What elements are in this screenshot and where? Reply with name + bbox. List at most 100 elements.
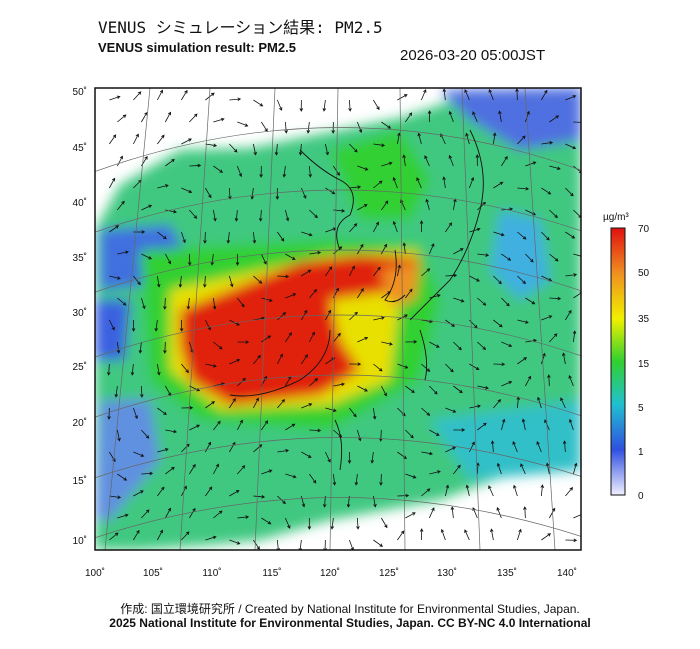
wind-arrow [325,187,336,195]
wind-arrow [332,473,337,486]
lon-tick-labels: 100˚ 105˚ 110˚ 115˚ 120˚ 125˚ 130˚ 135˚ … [85,567,577,579]
wind-arrow [357,243,364,255]
lat-tick-labels: 50˚ 45˚ 40˚ 35˚ 30˚ 25˚ 20˚ 15˚ 10˚ [73,86,87,547]
wind-arrow [252,231,257,244]
wind-arrow [450,506,455,519]
lon-tick: 140˚ [557,567,577,579]
wind-arrow [261,253,267,265]
wind-arrow [205,441,212,453]
wind-arrow [179,319,184,332]
wind-arrow [157,134,165,145]
wind-arrow [540,484,545,497]
wind-arrow [381,161,393,167]
wind-arrow [285,423,296,431]
lat-tick: 45˚ [73,142,87,154]
wind-arrow [421,451,434,456]
wind-arrow [157,184,169,189]
wind-arrow [354,473,359,486]
wind-arrow [549,115,560,123]
wind-arrow [421,407,431,416]
wind-arrow [237,121,249,127]
wind-arrow [348,539,355,550]
wind-arrow [372,495,377,508]
wind-arrow [189,113,198,123]
wind-arrow [133,490,144,497]
wind-arrow [253,99,264,107]
wind-arrow [333,332,341,343]
wind-arrow [357,288,364,299]
wind-arrow [157,231,167,240]
wind-arrow [116,341,121,354]
title-ja: VENUS シミュレーション結果: PM2.5 [98,18,383,37]
wind-arrow [141,509,150,519]
wind-arrow [396,264,401,277]
wind-arrow [501,297,510,307]
wind-arrow [501,380,513,387]
wind-arrow [397,530,405,541]
wind-arrow [324,143,330,156]
wind-arrow [213,420,221,431]
wind-arrow [392,220,398,233]
wind-arrow [405,429,414,439]
wind-arrow [525,161,537,167]
wind-arrow [373,143,386,147]
wind-arrow [333,382,345,387]
wind-arrow [277,312,287,321]
wind-arrow [541,231,550,241]
colorbar-tick: 50 [638,268,650,279]
wind-arrow [356,121,363,134]
wind-arrow [568,375,574,387]
wind-arrow [309,331,315,343]
wind-arrow [141,204,153,211]
wind-arrow [250,187,255,200]
wind-arrow [165,158,175,167]
wind-arrow [445,273,458,278]
wind-arrow [301,403,313,409]
wind-arrow [565,487,574,497]
lat-tick: 40˚ [73,197,87,209]
wind-arrow [549,333,558,343]
wind-arrow [453,341,462,351]
wind-arrow [488,485,494,497]
wind-arrow [490,440,495,453]
wind-arrow [165,253,172,265]
wind-arrow [277,274,290,279]
pm25-field [95,88,581,550]
wind-arrow [513,484,518,497]
wind-arrow [429,429,440,436]
wind-arrow [309,378,319,387]
wind-arrow [448,154,454,167]
wind-arrow [165,429,178,434]
wind-arrow [402,242,407,255]
wind-arrow [396,132,401,145]
wind-arrow [330,517,335,530]
wind-arrow [133,91,142,101]
map-frame [94,87,582,551]
wind-arrow [234,209,239,222]
wind-arrow [285,473,297,479]
wind-arrow [333,209,346,213]
wind-arrow [373,363,383,372]
wind-arrow [228,275,234,288]
wind-arrow [373,99,380,111]
wind-arrow [163,297,167,310]
wind-arrow [429,385,438,395]
wind-arrow [109,275,121,280]
wind-arrow [349,223,358,233]
wind-arrow [117,473,128,481]
wind-arrow [373,221,379,233]
wind-arrow [493,398,502,409]
wind-arrow [468,176,475,189]
colorbar-tick: 0 [638,491,644,502]
wind-arrow [349,311,358,321]
timestamp: 2026-03-20 05:00JST [400,47,546,64]
wind-arrow [226,231,231,244]
wind-arrow [140,385,144,398]
coastlines [229,129,484,471]
wind-arrow [109,495,122,499]
wind-arrow [381,243,388,255]
wind-arrow [573,253,581,258]
wind-arrow [541,187,552,195]
wind-arrow [237,515,250,519]
wind-arrow [453,428,466,432]
